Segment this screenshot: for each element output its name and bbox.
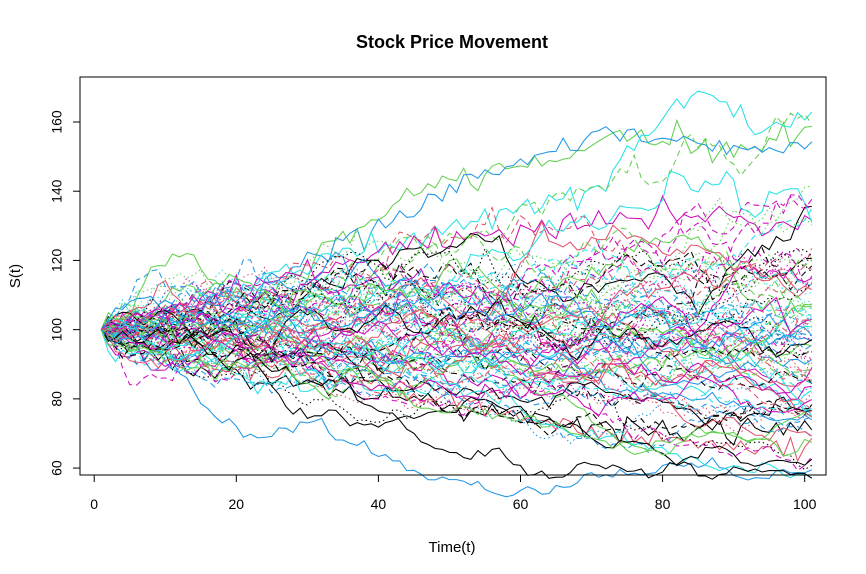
price-path-line [100,315,813,379]
price-path-line [101,328,812,398]
price-path-line [101,304,812,365]
x-axis-label: Time(t) [429,539,476,556]
price-path-line [101,266,813,377]
price-path-line [100,310,813,390]
price-path-line [101,300,812,385]
x-tick-label: 20 [229,496,245,512]
price-path-line [101,325,813,422]
price-path-line [100,295,813,348]
y-tick-label: 60 [49,460,65,476]
y-tick-label: 80 [49,391,65,407]
price-path-line [101,261,813,369]
price-path-line [100,300,813,384]
price-path-line [100,318,812,437]
price-path-line [100,278,813,360]
x-axis: 0 20 40 60 80 100 [90,474,817,512]
price-path-line [101,324,812,426]
price-path-line [100,278,812,360]
x-tick-label: 80 [655,496,671,512]
price-path-line [100,300,813,418]
price-path-line [100,112,813,335]
x-tick-label: 100 [793,496,817,512]
price-path-line [100,90,813,334]
y-tick-label: 100 [49,318,65,342]
y-tick-label: 140 [49,179,65,203]
price-path-line [101,267,813,395]
price-path-line [100,249,813,339]
chart-title: Stock Price Movement [356,32,548,52]
x-tick-label: 40 [371,496,387,512]
y-tick-label: 160 [49,110,65,134]
price-path-line [101,259,813,384]
price-path-line [100,206,813,374]
price-path-line [100,279,813,350]
price-path-line [100,308,813,418]
price-path-line [100,307,812,363]
price-path-line [100,329,812,498]
price-path-line [100,252,812,338]
price-path-line [101,118,812,337]
price-path-line [100,185,812,331]
price-path-line [101,328,813,471]
price-path-line [101,278,813,364]
price-path-line [100,279,813,442]
price-path-line [101,283,813,379]
price-path-line [100,329,813,457]
price-path-line [101,279,812,373]
price-path-line [100,250,812,350]
y-axis-label: S(t) [7,264,24,288]
price-path-line [101,319,812,412]
price-path-line [100,313,812,385]
price-path-line [101,220,813,341]
price-path-line [101,248,813,335]
price-path-line [100,170,813,363]
price-path-line [101,269,812,342]
x-tick-label: 60 [513,496,529,512]
price-path-line [100,282,813,368]
price-path-line [100,296,812,380]
price-path-line [101,324,813,416]
y-tick-label: 120 [49,249,65,273]
price-path-line [101,307,812,396]
price-path-line [101,195,813,383]
price-path-line [101,324,813,418]
price-path-line [101,288,813,445]
price-path-line [100,329,813,479]
price-paths [100,90,813,498]
x-tick-label: 0 [90,496,98,512]
y-axis: 60 80 100 120 140 160 [49,110,81,476]
price-path-line [101,194,813,336]
price-path-line [100,251,812,347]
price-path-line [101,264,813,340]
price-path-line [100,296,812,376]
